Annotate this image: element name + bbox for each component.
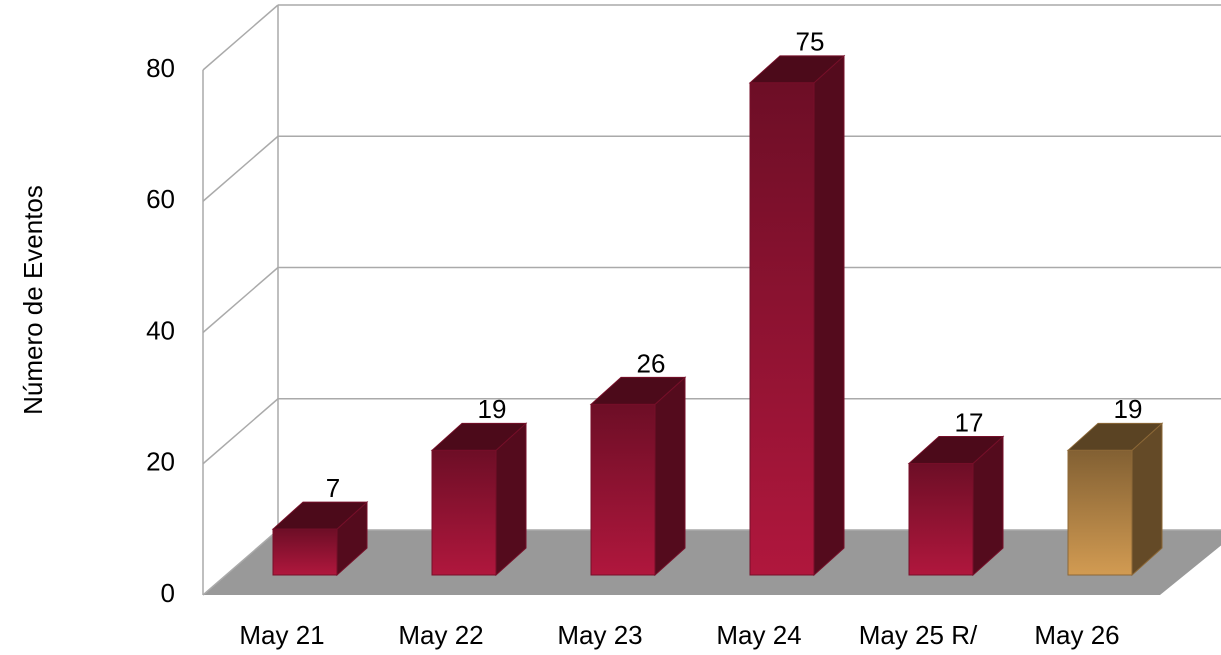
bar-3d [907,435,1005,577]
bar-3d [589,376,687,577]
y-tick-label: 60 [146,184,175,214]
data-label: 26 [637,348,666,378]
y-tick-label: 20 [146,447,175,477]
bar-3d [1066,422,1164,577]
bar-3d [271,500,369,577]
data-label: 75 [796,27,825,57]
x-tick-label: May 23 [557,620,642,650]
bar-3d [430,422,528,577]
data-label: 17 [955,407,984,437]
x-tick-label: May 24 [716,620,801,650]
data-label: 19 [478,394,507,424]
y-tick-label: 40 [146,315,175,345]
y-tick-label: 80 [146,53,175,83]
grid-line [202,266,279,334]
x-tick-label: May 21 [239,620,324,650]
bar [431,449,497,576]
x-tick-label: May 25 R/ [859,620,978,650]
x-tick-label: May 22 [398,620,483,650]
grid-line [202,4,279,71]
grid-line [202,529,279,596]
bar [908,462,974,576]
bar-side [813,54,845,577]
y-tick-label: 0 [161,578,175,608]
x-tick-label: May 26 [1034,620,1119,650]
grid-line [202,398,279,465]
bar [749,82,815,576]
grid-line [202,135,279,202]
y-axis-title: Número de Eventos [18,185,48,415]
data-label: 7 [326,473,340,503]
bar-3d [748,54,846,577]
bar [272,528,338,576]
bar [1067,449,1133,576]
bar [590,403,656,576]
bar-side [654,376,686,577]
data-label: 19 [1114,394,1143,424]
